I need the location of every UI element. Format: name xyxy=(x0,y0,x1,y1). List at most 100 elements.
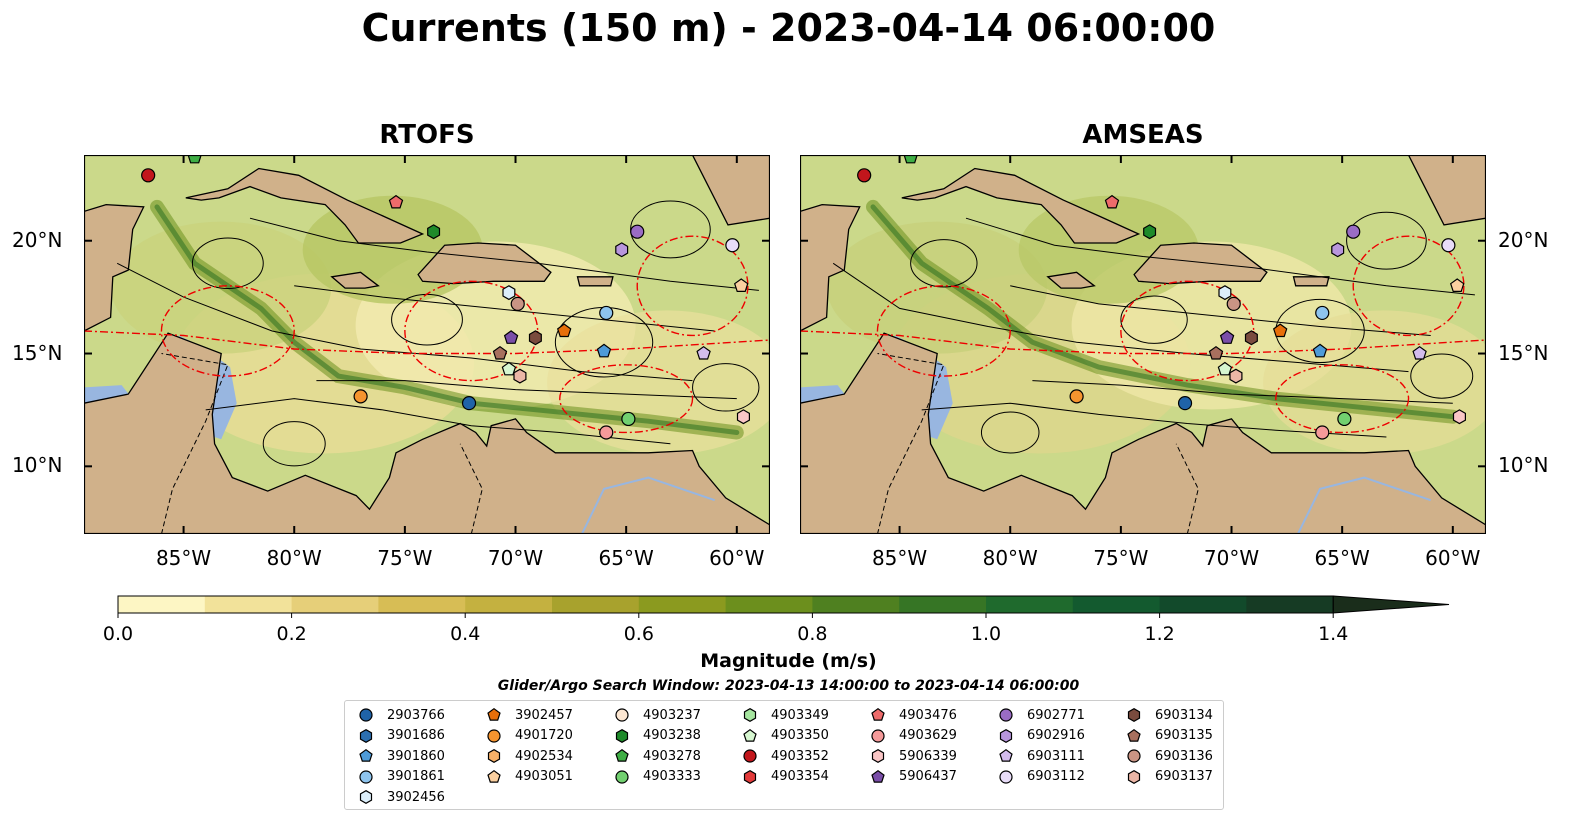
speed-patch xyxy=(827,221,1048,354)
ssh-contour xyxy=(1275,364,1410,434)
colorbar-tick-label: 1.4 xyxy=(1318,623,1348,645)
legend-item: 4903051 xyxy=(485,767,573,787)
legend-marker-shape xyxy=(871,707,885,721)
legend-label: 6903136 xyxy=(1155,748,1213,764)
colorbar-tick-label: 1.2 xyxy=(1144,623,1174,645)
current-jet-core xyxy=(870,204,1456,420)
float-marker-4903278 xyxy=(903,155,918,164)
legend-item: 6903111 xyxy=(997,746,1085,766)
legend-marker-shape xyxy=(615,769,629,784)
legend-marker-pentagon-icon xyxy=(615,748,629,762)
map-panel-amseas xyxy=(800,155,1486,534)
legend-marker-shape xyxy=(1127,769,1141,784)
legend-marker-shape xyxy=(615,728,629,743)
float-marker-6903111 xyxy=(1412,345,1427,360)
legend-marker-shape xyxy=(359,769,373,784)
legend-marker-circle-icon xyxy=(871,728,885,743)
legend-item: 4903352 xyxy=(741,746,829,766)
float-marker-4903476 xyxy=(1104,194,1120,209)
legend-label: 3901860 xyxy=(387,748,445,764)
legend-label: 6903112 xyxy=(1027,769,1085,784)
float-marker-6903111 xyxy=(696,345,711,360)
landmass xyxy=(330,271,380,289)
legend-marker-shape xyxy=(487,728,501,743)
legend-marker-pentagon-icon xyxy=(999,748,1013,762)
colorbar-segment xyxy=(291,596,379,613)
landmass xyxy=(185,167,425,244)
legend-item: 4903238 xyxy=(613,726,701,746)
ssh-contour xyxy=(876,285,1011,377)
figure-title: Currents (150 m) - 2023-04-14 06:00:00 xyxy=(361,6,1216,50)
legend-item: 6903112 xyxy=(997,767,1085,787)
float-marker-4901720 xyxy=(1069,389,1084,404)
colorbar-tick-label: 0.0 xyxy=(103,623,133,645)
map-panel-rtofs xyxy=(84,155,770,534)
float-marker-4903278 xyxy=(187,155,202,164)
legend-label: 4903349 xyxy=(771,707,829,723)
float-marker-6903137 xyxy=(1229,368,1243,384)
legend-item: 5906339 xyxy=(869,746,957,766)
legend-marker-circle-icon xyxy=(359,769,373,784)
ssh-contour xyxy=(1120,280,1255,382)
colorbar-outline xyxy=(117,595,1334,614)
x-tick-label: 70°W xyxy=(487,546,544,570)
float-marker-4903352 xyxy=(141,168,156,183)
streamline xyxy=(832,262,1409,373)
float-marker-2903766 xyxy=(461,396,477,411)
float-marker-6903134 xyxy=(528,330,542,346)
landmass xyxy=(84,203,145,332)
legend-item: 6903136 xyxy=(1125,746,1213,766)
float-marker-3902456 xyxy=(502,285,516,301)
legend-label: 4903476 xyxy=(899,707,957,723)
legend-marker-shape xyxy=(871,728,885,743)
float-marker-4901720 xyxy=(353,389,368,404)
landmass xyxy=(576,276,614,287)
streamline xyxy=(116,262,693,382)
streamline xyxy=(316,380,737,400)
eddy-streamline xyxy=(1120,295,1188,344)
legend-marker-shape xyxy=(999,769,1013,784)
float-marker-3902456 xyxy=(1218,285,1232,301)
map-frame xyxy=(84,155,770,534)
legend-item: 4901720 xyxy=(485,726,573,746)
panel-title-amseas: AMSEAS xyxy=(1082,120,1204,150)
float-marker-4903350 xyxy=(1217,361,1233,376)
float-marker-5906339 xyxy=(736,409,751,425)
streamline xyxy=(205,398,671,445)
float-marker-5906437 xyxy=(503,330,519,344)
border-line xyxy=(161,353,229,534)
colorbar-tick-label: 0.6 xyxy=(624,623,654,645)
legend-label: 4903051 xyxy=(515,769,573,784)
legend-item: 4903354 xyxy=(741,767,829,787)
legend-label: 4903629 xyxy=(899,728,957,743)
float-marker-4903051 xyxy=(733,278,749,292)
colorbar-segment xyxy=(465,596,553,613)
ssh-contour xyxy=(1352,235,1465,337)
float-marker-4903333 xyxy=(621,411,636,427)
colorbar-segment xyxy=(118,596,206,613)
colorbar-label: Magnitude (m/s) xyxy=(700,650,877,672)
legend-item: 6902916 xyxy=(997,726,1085,746)
legend-label: 6903134 xyxy=(1155,707,1213,723)
legend-label: 6902771 xyxy=(1027,707,1085,723)
legend-marker-pentagon-icon xyxy=(871,769,885,783)
float-marker-4903350 xyxy=(501,361,517,376)
y-tick-label-right: 20°N xyxy=(1498,227,1549,252)
panel-title-rtofs: RTOFS xyxy=(379,120,475,150)
legend-label: 3901861 xyxy=(387,769,445,784)
legend-marker-shape xyxy=(743,769,757,784)
legend-label: 6903137 xyxy=(1155,769,1213,784)
legend-marker-shape xyxy=(615,748,629,762)
legend-label: 4903350 xyxy=(771,728,829,743)
legend-label: 5906437 xyxy=(899,769,957,784)
legend-marker-hexagon-icon xyxy=(359,790,373,804)
float-marker-3902457 xyxy=(1272,323,1288,338)
map-frame xyxy=(800,155,1486,534)
legend-marker-hexagon-icon xyxy=(1127,769,1141,784)
landmass xyxy=(800,332,1486,534)
float-marker-6903136 xyxy=(1226,296,1241,311)
legend-item: 2903766 xyxy=(357,705,445,725)
legend-label: 4901720 xyxy=(515,728,573,743)
float-marker-3901861 xyxy=(1315,305,1330,321)
legend-marker-shape xyxy=(743,749,757,763)
